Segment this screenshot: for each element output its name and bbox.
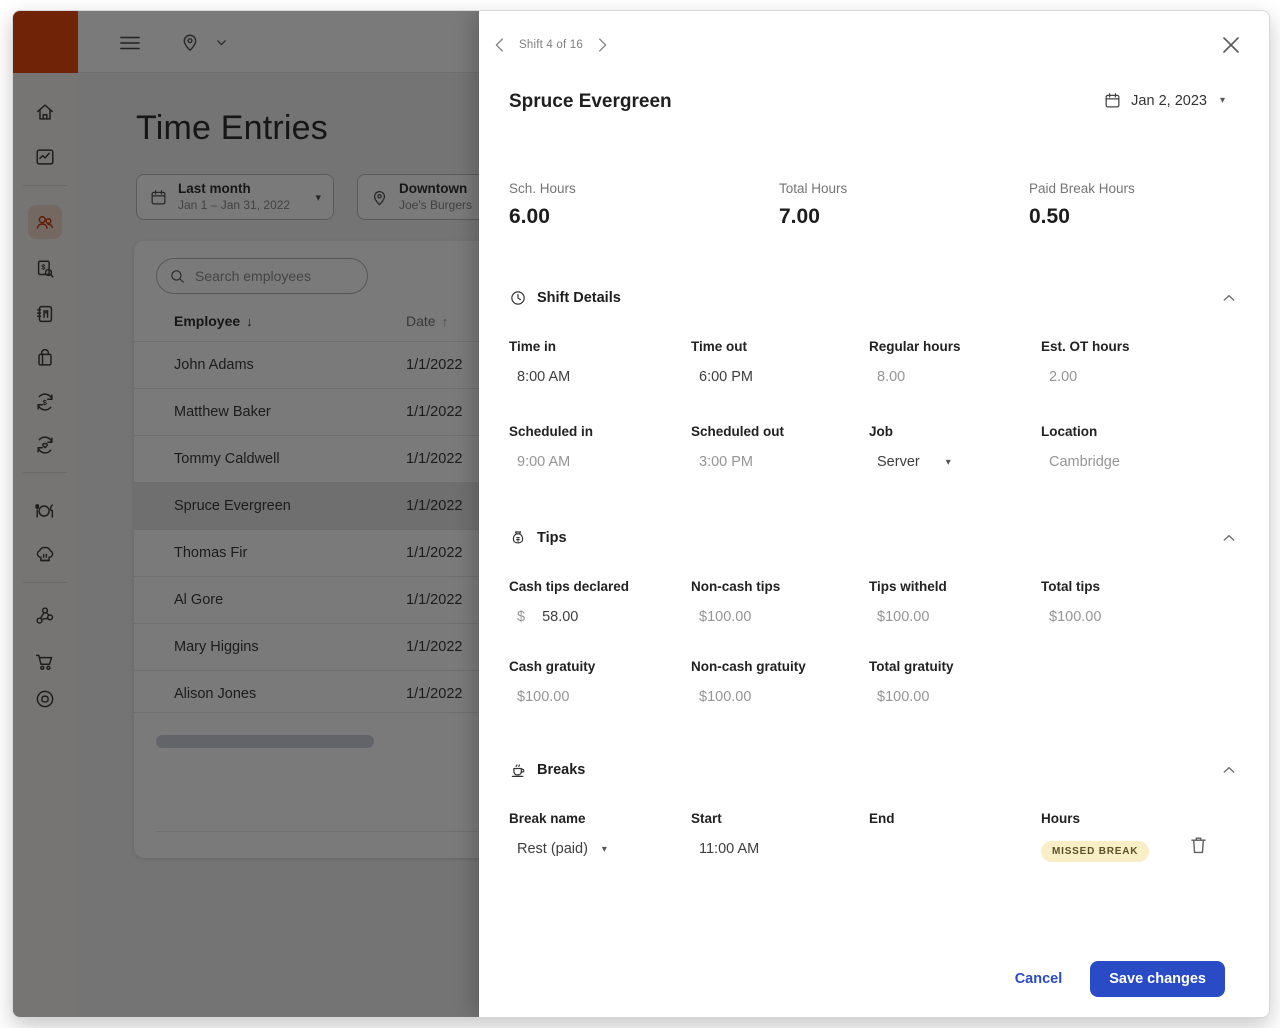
location-value: Cambridge — [1049, 454, 1120, 470]
break-hours-column: Hours MISSED BREAK — [1041, 811, 1223, 862]
chevron-down-icon: ▾ — [1219, 95, 1225, 106]
tips-witheld-value: $100.00 — [877, 609, 930, 625]
total-gratuity-value: $100.00 — [877, 689, 930, 705]
field-time-out: Time out 6:00 PM — [691, 339, 869, 385]
field-location: Location Cambridge — [1041, 424, 1223, 470]
tips-row-2: Cash gratuity $100.00 Non-cash gratuity … — [509, 659, 1223, 705]
field-job: Job Server ▾ — [869, 424, 1041, 470]
stat-total-hours: Total Hours 7.00 — [779, 181, 848, 228]
cancel-button[interactable]: Cancel — [1014, 971, 1063, 987]
field-regular-hours: Regular hours 8.00 — [869, 339, 1041, 385]
cash-tips-input[interactable]: $58.00 — [517, 609, 579, 625]
non-cash-tips-value: $100.00 — [699, 609, 752, 625]
shift-pagination: Shift 4 of 16 — [491, 36, 611, 54]
app-window: $ $ — [12, 10, 1270, 1018]
stat-scheduled-hours: Sch. Hours 6.00 — [509, 181, 576, 228]
field-cash-gratuity: Cash gratuity $100.00 — [509, 659, 691, 705]
shift-stats: Sch. Hours 6.00 Total Hours 7.00 Paid Br… — [509, 181, 1223, 229]
field-non-cash-tips: Non-cash tips $100.00 — [691, 579, 869, 625]
break-name-column: Break name Rest (paid) ▾ — [509, 811, 691, 862]
est-ot-hours-value: 2.00 — [1049, 369, 1078, 385]
field-scheduled-out: Scheduled out 3:00 PM — [691, 424, 869, 470]
field-total-gratuity: Total gratuity $100.00 — [869, 659, 1041, 705]
time-in-input[interactable]: 8:00 AM — [517, 369, 571, 385]
shift-detail-drawer: Shift 4 of 16 Spruce Evergreen Jan 2, 20… — [479, 11, 1269, 1017]
non-cash-gratuity-value: $100.00 — [699, 689, 752, 705]
shift-counter: Shift 4 of 16 — [519, 39, 583, 51]
clock-icon — [511, 291, 525, 305]
calendar-icon — [1105, 93, 1120, 108]
total-tips-value: $100.00 — [1049, 609, 1102, 625]
collapse-section-icon[interactable] — [1223, 766, 1235, 774]
currency-prefix: $ — [517, 609, 526, 625]
break-start-input[interactable]: 11:00 AM — [699, 841, 760, 857]
close-icon[interactable] — [1221, 35, 1241, 55]
break-name-select[interactable]: Rest (paid) ▾ — [517, 841, 607, 857]
stat-paid-break-hours: Paid Break Hours 0.50 — [1029, 181, 1135, 228]
save-changes-button[interactable]: Save changes — [1090, 961, 1225, 997]
field-cash-tips-declared: Cash tips declared $58.00 — [509, 579, 691, 625]
shift-details-row-1: Time in 8:00 AM Time out 6:00 PM Regular… — [509, 339, 1223, 385]
next-shift-button[interactable] — [593, 36, 611, 54]
modal-dim-overlay[interactable] — [13, 11, 479, 1017]
employee-name-title: Spruce Evergreen — [509, 91, 672, 112]
break-end-column: End — [869, 811, 895, 826]
breaks-table: Break name Rest (paid) ▾ Start 11:00 AM … — [509, 811, 1223, 862]
prev-shift-button[interactable] — [491, 36, 509, 54]
job-select[interactable]: Server ▾ — [877, 454, 951, 470]
field-est-ot-hours: Est. OT hours 2.00 — [1041, 339, 1223, 385]
collapse-section-icon[interactable] — [1223, 534, 1235, 542]
regular-hours-value: 8.00 — [877, 369, 906, 385]
field-non-cash-gratuity: Non-cash gratuity $100.00 — [691, 659, 869, 705]
field-time-in: Time in 8:00 AM — [509, 339, 691, 385]
break-start-column: Start 11:00 AM — [691, 811, 869, 862]
shift-date-value: Jan 2, 2023 — [1131, 92, 1207, 109]
chevron-down-icon: ▾ — [601, 843, 607, 855]
collapse-section-icon[interactable] — [1223, 294, 1235, 302]
shift-details-row-2: Scheduled in 9:00 AM Scheduled out 3:00 … — [509, 424, 1223, 470]
tips-section-header: Tips — [509, 527, 1235, 549]
shift-date-picker[interactable]: Jan 2, 2023 ▾ — [1103, 91, 1225, 110]
tips-icon — [512, 531, 524, 544]
delete-break-icon[interactable] — [1188, 833, 1209, 857]
drawer-footer: Cancel Save changes — [1015, 961, 1225, 997]
chevron-down-icon: ▾ — [945, 456, 951, 468]
field-total-tips: Total tips $100.00 — [1041, 579, 1223, 625]
cash-gratuity-value: $100.00 — [517, 689, 570, 705]
field-tips-witheld: Tips witheld $100.00 — [869, 579, 1041, 625]
time-out-input[interactable]: 6:00 PM — [699, 369, 753, 385]
breaks-section-header: Breaks — [509, 759, 1235, 781]
tips-row-1: Cash tips declared $58.00 Non-cash tips … — [509, 579, 1223, 625]
scheduled-in-value: 9:00 AM — [517, 454, 571, 470]
coffee-break-icon — [511, 764, 525, 777]
shift-details-section-header: Shift Details — [509, 287, 1235, 309]
field-scheduled-in: Scheduled in 9:00 AM — [509, 424, 691, 470]
scheduled-out-value: 3:00 PM — [699, 454, 753, 470]
missed-break-badge: MISSED BREAK — [1041, 841, 1150, 862]
